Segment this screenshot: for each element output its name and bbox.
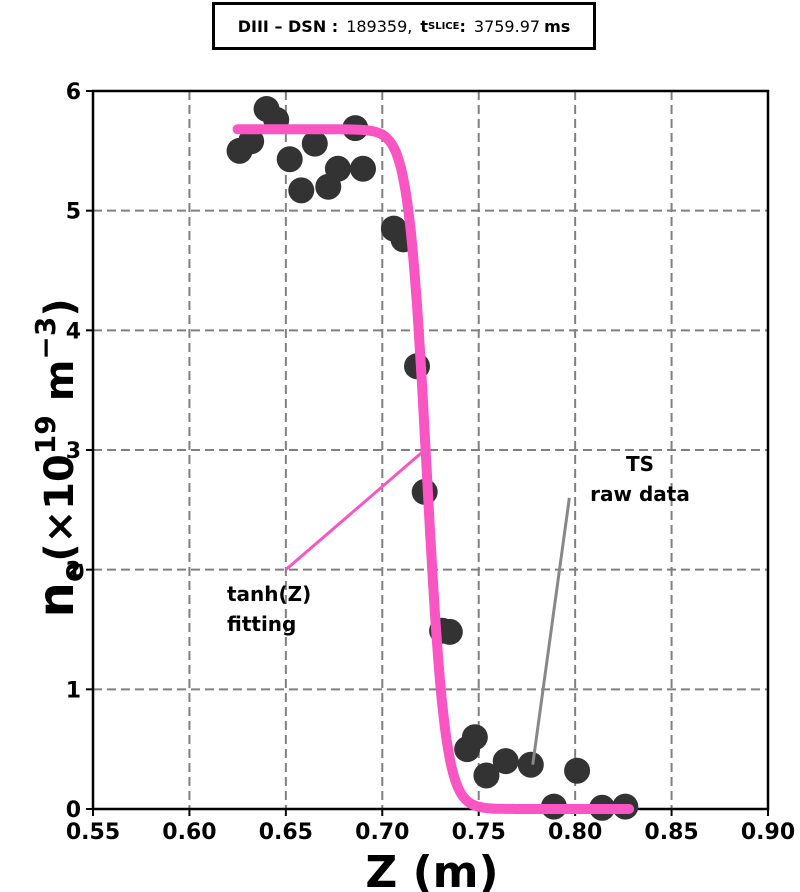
data-point [517, 751, 544, 778]
data-point [492, 748, 519, 775]
ts-annotation-line [531, 497, 571, 765]
y-label-unit: m [37, 360, 83, 416]
data-point [288, 177, 315, 204]
x-tick-label: 0.70 [355, 820, 409, 845]
y-axis-label: ne(×1019 m−3) [27, 298, 91, 617]
tick-labels: 0.55 0.60 0.65 0.70 0.75 0.80 0.85 0.90 0 1 2 3 4 5 6 [66, 80, 795, 845]
plot-frame [91, 89, 770, 811]
y-label-unit-exp: −3 [29, 317, 62, 360]
data-point [564, 757, 591, 784]
data-point [350, 155, 376, 182]
axes-frame [86, 89, 770, 816]
data-point [238, 128, 265, 155]
annotations: tanh(Z) fitting TS raw data [227, 448, 690, 765]
fit-annotation-line [284, 448, 426, 571]
tanh-fit-curve [232, 124, 635, 814]
shot-number: 189359, [346, 16, 413, 36]
machine-label: DIII – DSN : [237, 16, 339, 36]
data-point [461, 724, 488, 751]
x-tick-label: 0.90 [741, 820, 795, 845]
scatter-points [226, 95, 639, 821]
y-tick-label: 6 [66, 80, 81, 105]
x-tick-label: 0.60 [162, 820, 216, 845]
x-tick-label: 0.85 [644, 820, 698, 845]
ts-annotation-text: TS [626, 452, 654, 476]
y-tick-label: 5 [66, 200, 81, 225]
y-tick-label: 1 [66, 678, 81, 703]
x-tick-label: 0.80 [548, 820, 602, 845]
y-label-n: n [27, 582, 85, 618]
data-point [324, 155, 351, 182]
x-tick-label: 0.55 [66, 820, 120, 845]
y-tick-label: 3 [66, 439, 81, 464]
time-label: t [420, 16, 429, 36]
fit-annotation-text: fitting [227, 612, 296, 636]
shot-info-box: DIII – DSN : 189359, t SLICE : 3759.97 ms [212, 2, 596, 50]
data-point [276, 146, 303, 173]
y-label-close: ) [37, 298, 83, 316]
fit-curve-group [232, 124, 635, 814]
x-axis-label: Z (m) [365, 847, 498, 892]
y-label-exp: 19 [29, 415, 62, 454]
y-label-sub: e [56, 562, 91, 582]
data-point [301, 130, 328, 157]
ts-annotation-text: raw data [590, 482, 690, 506]
x-tick-label: 0.75 [452, 820, 506, 845]
time-value: 3759.97 [473, 16, 541, 36]
fit-annotation-text: tanh(Z) [227, 582, 311, 606]
data-point [436, 618, 463, 645]
x-tick-label: 0.65 [259, 820, 313, 845]
y-tick-label: 2 [66, 559, 81, 584]
time-label-sub: SLICE [428, 20, 460, 32]
y-label-scale: (×10 [37, 454, 83, 561]
y-tick-label: 4 [66, 319, 81, 344]
y-tick-label: 0 [66, 798, 81, 823]
time-colon: : [459, 16, 466, 36]
data-point [473, 762, 500, 789]
time-unit: ms [544, 16, 571, 36]
